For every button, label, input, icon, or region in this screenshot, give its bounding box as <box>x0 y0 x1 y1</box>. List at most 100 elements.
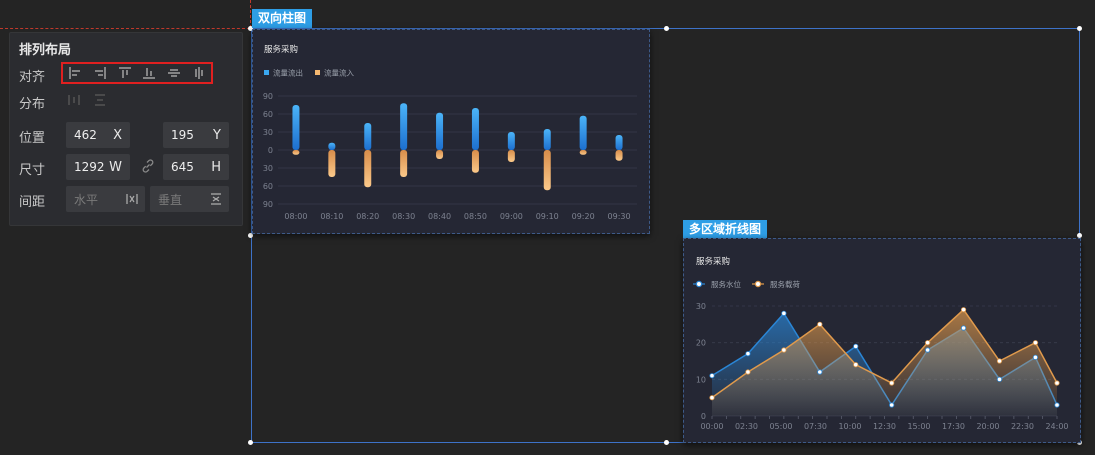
align-left-icon[interactable] <box>68 66 82 80</box>
x-tick-label: 09:00 <box>500 212 523 221</box>
legend-label: 服务水位 <box>711 279 741 289</box>
size-height-field[interactable]: 645 H <box>163 154 229 180</box>
x-tick-label: 08:20 <box>356 212 379 221</box>
data-point <box>709 395 715 401</box>
legend-swatch <box>264 70 269 75</box>
x-tick-label: 09:30 <box>608 212 631 221</box>
position-label: 位置 <box>19 131 46 146</box>
data-point <box>709 373 715 379</box>
resize-handle-top-middle[interactable] <box>664 26 669 31</box>
data-point <box>960 325 967 331</box>
align-bottom-icon[interactable] <box>142 66 156 80</box>
spacing-vertical-icon <box>211 193 221 205</box>
data-point <box>889 402 895 408</box>
position-y-unit: Y <box>213 127 221 143</box>
bar-outflow <box>579 115 587 150</box>
distribute-vertical-icon[interactable] <box>93 93 107 107</box>
data-point <box>960 307 967 313</box>
spacing-horizontal-field[interactable]: 水平 <box>66 186 145 212</box>
spacing-horizontal-icon <box>126 194 138 204</box>
bar-outflow <box>400 103 408 150</box>
x-tick-label: 00:00 <box>700 422 723 431</box>
position-y-value: 195 <box>171 128 194 142</box>
align-right-icon[interactable] <box>93 66 107 80</box>
align-top-icon[interactable] <box>118 66 132 80</box>
layout-panel: 排列布局 对齐 分布 位置 462 X 195 Y 尺寸 1292 W 645 … <box>9 32 243 226</box>
data-point <box>1032 340 1039 346</box>
bar-inflow <box>615 150 623 161</box>
data-point <box>745 351 751 357</box>
bar-outflow <box>436 112 444 150</box>
distribute-label: 分布 <box>19 97 46 112</box>
red-guide-vertical <box>250 0 251 28</box>
bar-inflow <box>507 150 515 162</box>
bar-outflow <box>615 135 623 150</box>
area-chart-widget[interactable]: 服务采购 服务水位 服务载荷 0 10 20 30 00:00 02:30 05:00 07:30 1… <box>683 238 1081 443</box>
data-point <box>996 358 1003 364</box>
size-width-value: 1292 <box>74 160 105 174</box>
data-point <box>925 340 931 346</box>
bar-outflow <box>292 105 300 150</box>
bar-widget-tag[interactable]: 双向柱图 <box>252 9 313 28</box>
size-height-unit: H <box>211 159 221 175</box>
x-tick-label: 08:00 <box>284 212 307 221</box>
x-tick-label: 17:30 <box>942 422 965 431</box>
position-x-field[interactable]: 462 X <box>66 122 130 148</box>
align-vertical-center-icon[interactable] <box>167 66 181 80</box>
resize-handle-top-left[interactable] <box>248 26 253 31</box>
x-tick-label: 12:30 <box>873 422 896 431</box>
legend-label: 流量流入 <box>324 68 354 78</box>
data-point <box>781 310 787 316</box>
x-tick-label: 22:30 <box>1011 422 1034 431</box>
x-tick-label: 09:20 <box>572 212 595 221</box>
x-tick-label: 15:00 <box>907 422 930 431</box>
resize-handle-bottom-middle[interactable] <box>664 440 669 445</box>
bar-outflow <box>507 132 515 150</box>
y-tick-label: 90 <box>263 92 273 101</box>
spacing-horizontal-placeholder: 水平 <box>74 192 99 207</box>
align-label: 对齐 <box>19 70 46 85</box>
area-fill <box>712 309 1057 416</box>
align-toolbar <box>61 62 213 84</box>
align-horizontal-center-icon[interactable] <box>192 66 206 80</box>
legend-label: 服务载荷 <box>770 279 800 289</box>
spacing-vertical-field[interactable]: 垂直 <box>150 186 229 212</box>
position-y-field[interactable]: 195 Y <box>163 122 229 148</box>
resize-handle-middle-left[interactable] <box>248 233 253 238</box>
bar-inflow <box>436 150 444 159</box>
resize-handle-bottom-left[interactable] <box>248 440 253 445</box>
x-tick-label: 08:50 <box>464 212 487 221</box>
distribute-horizontal-icon[interactable] <box>67 93 81 107</box>
resize-handle-top-right[interactable] <box>1077 26 1082 31</box>
bar-outflow <box>543 129 551 150</box>
y-tick-label: 0 <box>268 146 273 155</box>
link-icon[interactable] <box>140 158 156 174</box>
size-width-unit: W <box>109 159 122 175</box>
x-tick-label: 08:40 <box>428 212 451 221</box>
y-tick-label: 30 <box>263 164 273 173</box>
data-point <box>1054 402 1060 408</box>
data-point <box>781 347 787 353</box>
data-point <box>745 369 751 375</box>
data-point <box>817 369 823 375</box>
x-tick-label: 02:30 <box>735 422 758 431</box>
resize-handle-middle-right[interactable] <box>1077 233 1082 238</box>
line-widget-tag[interactable]: 多区域折线图 <box>683 220 768 239</box>
y-tick-label: 90 <box>263 200 273 209</box>
position-x-value: 462 <box>74 128 97 142</box>
y-tick-label: 30 <box>696 302 706 311</box>
bar-chart-widget[interactable]: 服务采购 流量流出 流量流入 90 60 30 0 30 60 90 08:00 08:10 08:20… <box>252 29 650 234</box>
bar-inflow <box>292 150 300 155</box>
position-x-unit: X <box>113 127 122 143</box>
size-width-field[interactable]: 1292 W <box>66 154 130 180</box>
legend-swatch <box>315 70 320 75</box>
y-tick-label: 60 <box>263 182 273 191</box>
y-tick-label: 60 <box>263 110 273 119</box>
bar-outflow <box>364 123 372 150</box>
chart-title: 服务采购 <box>696 256 730 267</box>
x-tick-label: 09:10 <box>536 212 559 221</box>
bar-inflow <box>471 150 479 173</box>
x-tick-label: 07:30 <box>804 422 827 431</box>
x-tick-label: 08:10 <box>320 212 343 221</box>
